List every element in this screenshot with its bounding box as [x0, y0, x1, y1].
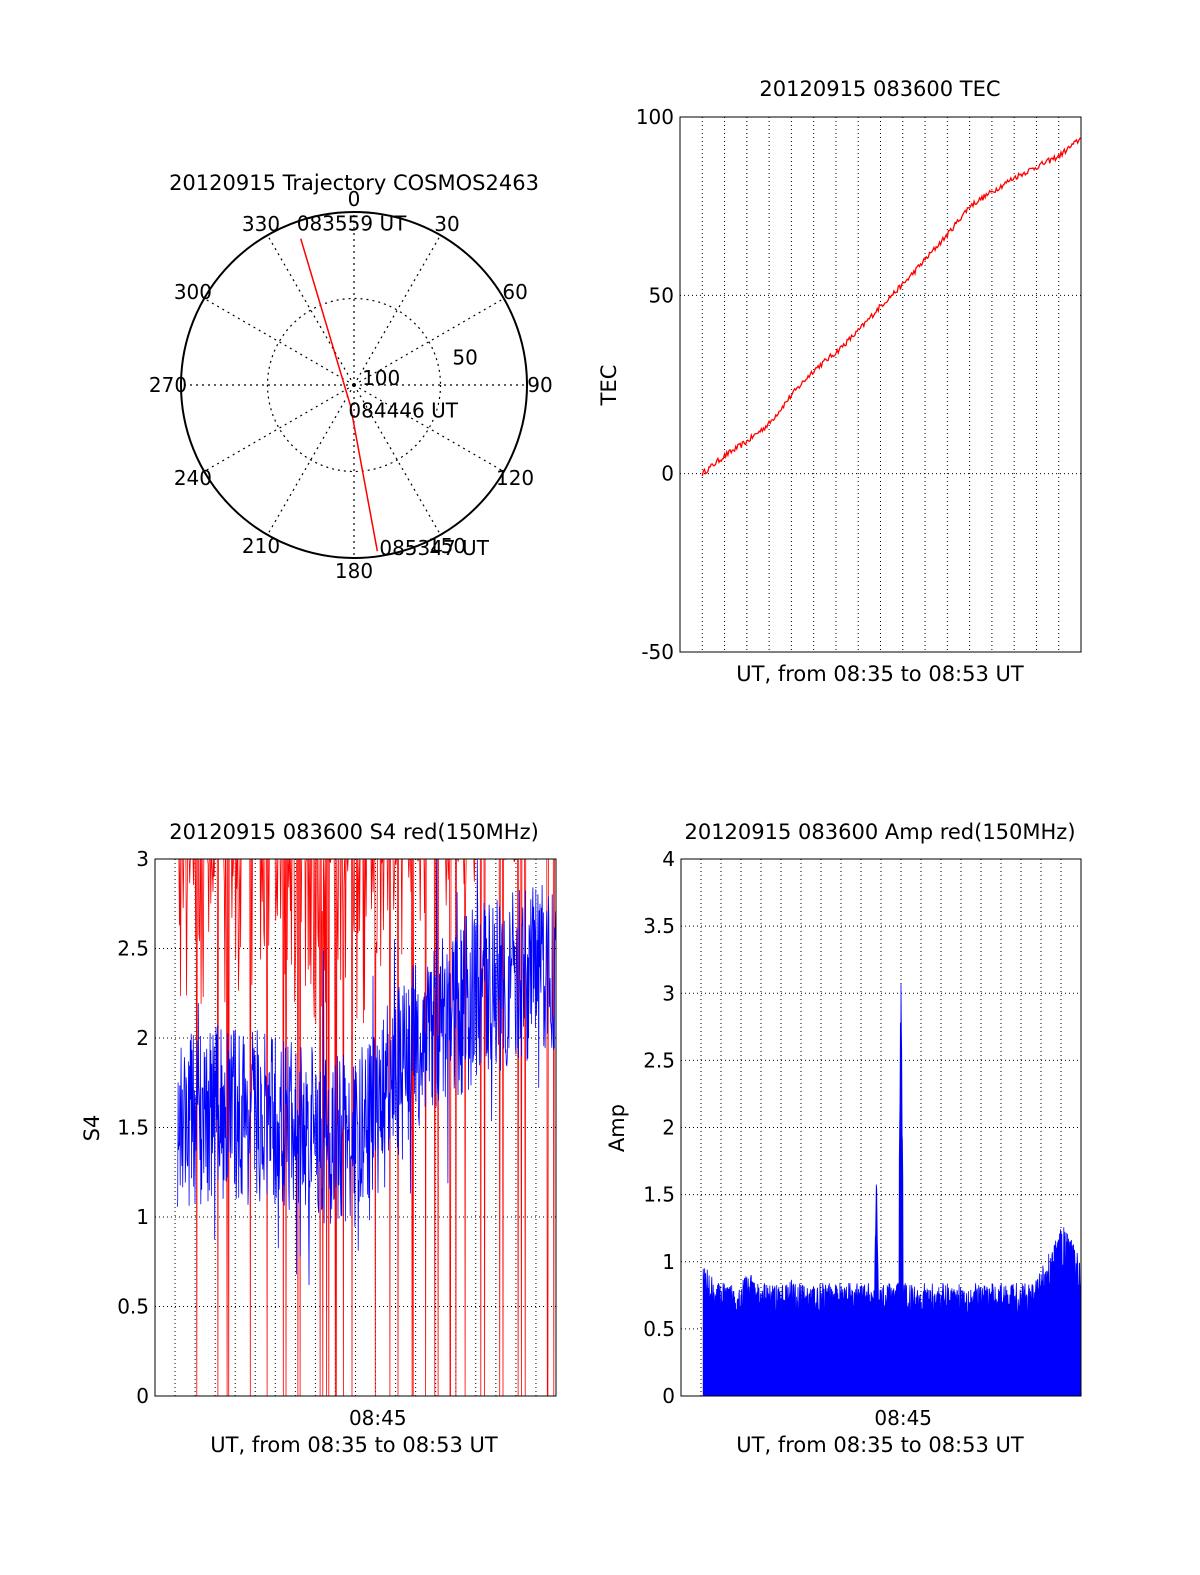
y-tick-label: 2	[136, 1026, 149, 1050]
s4-y-axis-label: S4	[80, 1115, 104, 1142]
y-tick-label: 0.5	[117, 1295, 149, 1319]
y-tick-label: 1	[662, 1250, 675, 1274]
tec-y-axis-label: TEC	[597, 365, 621, 407]
trajectory-time-label: 085347 UT	[379, 536, 489, 560]
polar-grid	[180, 211, 528, 559]
polar-trajectory: 083559 UT 084446 UT 085347 UT	[297, 212, 490, 560]
y-tick-label: 1.5	[643, 1183, 675, 1207]
polar-ring	[266, 297, 442, 473]
y-tick-label: 4	[662, 847, 675, 871]
polar-title: 20120915 Trajectory COSMOS2463	[169, 171, 539, 195]
polar-radial-label: 100	[362, 366, 400, 390]
polar-spoke	[266, 234, 355, 386]
y-tick-label: 0	[136, 1384, 149, 1408]
amp-plot-frame	[680, 858, 1082, 1397]
s4-blue-series	[176, 858, 557, 1286]
polar-spoke	[353, 297, 505, 386]
polar-angle-labels: 0 30 60 90 120 150 180 210 240 270 300 330	[149, 187, 553, 583]
y-tick-label: 2	[662, 1116, 675, 1140]
polar-radial-label: 50	[452, 345, 477, 369]
amp-title: 20120915 083600 Amp red(150MHz)	[684, 820, 1075, 844]
polar-angle-label: 210	[242, 534, 280, 558]
polar-trajectory-panel: 20120915 Trajectory COSMOS2463 0 30 60 90 12…	[149, 171, 553, 583]
amp-x-ticks: 08:45	[874, 1406, 932, 1430]
s4-x-ticks: 08:45	[349, 1406, 407, 1430]
y-tick-label: 1	[136, 1205, 149, 1229]
polar-angle-label: 240	[174, 466, 212, 490]
polar-spoke	[203, 297, 355, 386]
polar-spoke	[203, 384, 355, 473]
tec-title: 20120915 083600 TEC	[759, 77, 1000, 101]
y-tick-label: 2.5	[643, 1048, 675, 1072]
polar-angle-label: 60	[502, 280, 527, 304]
polar-outer-circle	[180, 211, 528, 559]
tec-panel: 20120915 083600 TEC -50 0 50 100 UT, from 0…	[597, 77, 1082, 686]
s4-x-axis-label: UT, from 08:35 to 08:53 UT	[210, 1433, 498, 1457]
tec-series	[701, 137, 1082, 477]
amp-series	[702, 983, 1082, 1397]
polar-angle-label: 150	[428, 534, 466, 558]
y-tick-label: 0	[662, 1384, 675, 1408]
trajectory-time-label: 084446 UT	[348, 398, 458, 422]
polar-spoke	[353, 384, 505, 473]
y-tick-label: 3	[662, 981, 675, 1005]
y-tick-label: 100	[636, 105, 674, 129]
polar-spoke	[266, 384, 355, 536]
amp-area	[702, 983, 1082, 1397]
polar-angle-label: 120	[496, 466, 534, 490]
y-tick-label: 0	[661, 462, 674, 486]
polar-angle-label: 30	[434, 212, 459, 236]
tec-y-ticks: -50 0 50 100	[636, 105, 674, 664]
s4-plot-frame	[154, 858, 557, 1397]
s4-y-ticks: 0 0.5 1 1.5 2 2.5 3	[117, 847, 149, 1408]
y-tick-label: 50	[649, 283, 674, 307]
polar-radial-labels: 50 100	[362, 345, 478, 390]
polar-spoke	[353, 234, 442, 386]
y-tick-label: 3.5	[643, 914, 675, 938]
x-tick-label: 08:45	[874, 1406, 932, 1430]
amp-y-ticks: 0 0.5 1 1.5 2 2.5 3 3.5 4	[643, 847, 675, 1408]
y-tick-label: 3	[136, 847, 149, 871]
amp-x-axis-label: UT, from 08:35 to 08:53 UT	[736, 1433, 1024, 1457]
polar-angle-label: 0	[348, 187, 361, 211]
polar-angle-label: 300	[174, 280, 212, 304]
tec-x-axis-label: UT, from 08:35 to 08:53 UT	[736, 662, 1024, 686]
x-tick-label: 08:45	[349, 1406, 407, 1430]
tec-grid	[680, 116, 1081, 653]
polar-angle-label: 180	[335, 559, 373, 583]
s4-title: 20120915 083600 S4 red(150MHz)	[169, 820, 539, 844]
trajectory-time-label: 083559 UT	[297, 212, 407, 236]
polar-angle-label: 330	[242, 212, 280, 236]
polar-angle-label: 90	[527, 373, 552, 397]
y-tick-label: 2.5	[117, 937, 149, 961]
polar-spoke	[353, 384, 442, 536]
tec-plot-frame	[679, 116, 1082, 653]
y-tick-label: 0.5	[643, 1317, 675, 1341]
amp-y-axis-label: Amp	[605, 1104, 629, 1152]
s4-panel: 20120915 083600 S4 red(150MHz) 0 0.5 1 1.5 2…	[80, 820, 557, 1457]
y-tick-label: -50	[641, 640, 674, 664]
tec-line	[701, 137, 1082, 477]
trajectory-line	[300, 238, 379, 552]
amp-panel: 20120915 083600 Amp red(150MHz) 0 0.5 1 1.5…	[605, 820, 1082, 1457]
s4-blue-line	[176, 858, 557, 1286]
y-tick-label: 1.5	[117, 1116, 149, 1140]
polar-angle-label: 270	[149, 373, 187, 397]
